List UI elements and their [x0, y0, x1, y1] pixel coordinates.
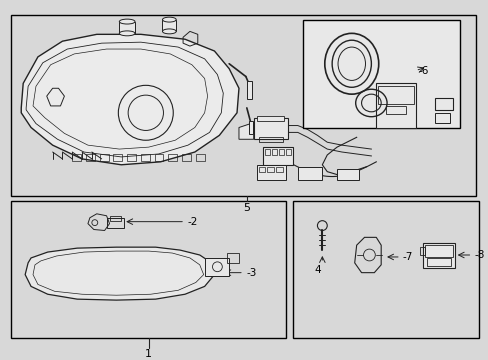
Text: -7: -7 — [402, 252, 412, 262]
Bar — [182, 154, 190, 161]
Bar — [119, 22, 135, 33]
Text: 1: 1 — [145, 349, 152, 359]
Bar — [86, 154, 95, 161]
Bar — [427, 258, 450, 266]
Bar — [11, 15, 475, 196]
Bar — [204, 258, 229, 276]
Bar — [423, 243, 454, 268]
Bar — [72, 154, 81, 161]
Bar — [375, 84, 415, 127]
Ellipse shape — [119, 31, 135, 36]
Bar — [127, 154, 136, 161]
Bar — [162, 19, 176, 31]
Polygon shape — [25, 247, 214, 300]
Bar — [263, 147, 292, 165]
Bar — [258, 167, 265, 172]
Bar — [195, 154, 204, 161]
Bar — [336, 169, 358, 180]
Bar — [109, 216, 121, 221]
Bar — [227, 253, 239, 263]
Bar — [100, 154, 108, 161]
Text: 4: 4 — [313, 265, 320, 275]
Bar — [246, 81, 251, 99]
Bar — [276, 167, 283, 172]
Bar — [420, 247, 425, 255]
Bar — [285, 149, 290, 155]
Bar — [258, 137, 283, 142]
Bar — [434, 113, 449, 123]
Bar — [106, 218, 124, 228]
Ellipse shape — [162, 17, 176, 22]
Bar — [256, 116, 284, 121]
Text: -3: -3 — [246, 267, 257, 278]
Bar — [265, 149, 270, 155]
Bar — [113, 154, 122, 161]
Bar — [386, 106, 405, 114]
Bar — [272, 149, 277, 155]
Bar — [154, 154, 163, 161]
Text: 5: 5 — [243, 203, 250, 213]
Text: -2: -2 — [187, 217, 198, 227]
Bar — [11, 201, 285, 338]
Text: -6: -6 — [418, 66, 428, 76]
Bar — [297, 167, 322, 180]
Ellipse shape — [119, 19, 135, 24]
Bar — [253, 118, 287, 139]
Bar — [434, 98, 452, 110]
Polygon shape — [21, 34, 239, 165]
Bar — [248, 121, 252, 134]
Bar — [256, 165, 285, 180]
Bar — [267, 167, 274, 172]
Bar — [425, 245, 452, 257]
Bar — [302, 19, 459, 127]
Bar — [292, 201, 478, 338]
Bar — [279, 149, 284, 155]
Bar — [168, 154, 177, 161]
Bar — [141, 154, 149, 161]
Polygon shape — [239, 123, 253, 139]
Ellipse shape — [162, 29, 176, 34]
Bar — [378, 86, 413, 104]
Text: -8: -8 — [473, 250, 484, 260]
